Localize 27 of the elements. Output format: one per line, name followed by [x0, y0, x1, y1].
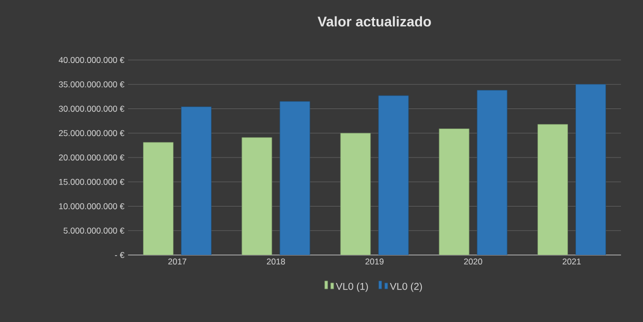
x-tick-label: 2021 [562, 258, 581, 265]
bar [181, 106, 212, 255]
bar [280, 101, 310, 255]
y-tick-label: - € [114, 252, 124, 258]
bar [438, 128, 470, 255]
chart-title: Valor actualizado [318, 16, 431, 27]
y-tick-label: 25.000.000.000 € [58, 130, 124, 136]
x-tick-label: 2020 [464, 258, 482, 265]
y-tick-label: 35.000.000.000 € [58, 81, 124, 88]
bar [538, 124, 568, 255]
bar [340, 132, 371, 255]
y-tick-label: 10.000.000.000 € [59, 203, 124, 210]
legend-label: VL0 (1) [336, 282, 368, 292]
x-tick-label: 2018 [266, 258, 285, 265]
bar [378, 95, 409, 255]
x-tick-label: 2017 [168, 258, 186, 265]
x-tick-label: 2019 [366, 258, 384, 265]
legend-label: VL0 (2) [390, 282, 422, 292]
y-tick-label: 5.000.000.000 € [64, 228, 124, 234]
y-tick-label: 40.000.000.000 € [58, 57, 124, 63]
y-tick-label: 30.000.000.000 € [58, 106, 124, 112]
bar [143, 142, 174, 255]
y-tick-label: 15.000.000.000 € [59, 178, 124, 185]
bar [576, 84, 606, 255]
bar [242, 137, 272, 255]
y-tick-label: 20.000.000.000 € [58, 154, 124, 160]
bar [476, 90, 508, 255]
